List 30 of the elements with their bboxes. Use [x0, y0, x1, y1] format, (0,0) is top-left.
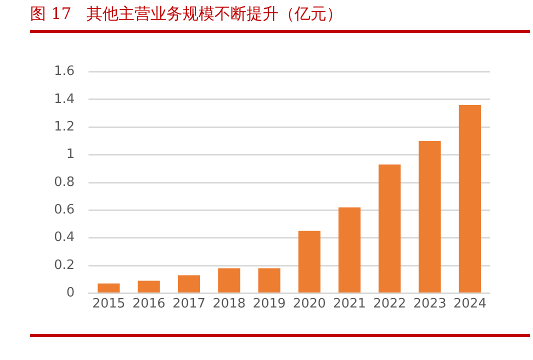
x-tick-label: 2020	[292, 296, 326, 312]
chart-title: 图 17 其他主营业务规模不断提升（亿元）	[30, 4, 530, 33]
y-tick-label: 0.4	[54, 230, 75, 246]
y-tick-label: 0.8	[54, 174, 75, 190]
y-tick-label: 1.2	[54, 120, 75, 135]
x-tick-label: 2024	[453, 296, 486, 312]
x-tick-label: 2015	[92, 296, 126, 312]
bar	[218, 268, 240, 292]
bar	[378, 164, 401, 292]
bar	[178, 275, 200, 292]
y-tick-label: 1.4	[54, 92, 75, 107]
x-tick-label: 2022	[373, 296, 406, 312]
y-tick-label: 1	[66, 147, 75, 162]
bar	[258, 268, 280, 292]
y-tick-label: 1.6	[54, 64, 75, 80]
x-tick-label: 2021	[332, 296, 366, 312]
bar	[338, 207, 361, 292]
bar	[138, 280, 160, 292]
bar	[418, 140, 441, 292]
x-tick-label: 2016	[132, 296, 166, 312]
x-tick-label: 2023	[413, 296, 446, 312]
x-tick-label: 2018	[212, 296, 246, 312]
x-tick-label: 2019	[252, 296, 286, 312]
y-tick-label: 0	[66, 286, 75, 301]
bar	[98, 284, 120, 292]
bar	[458, 105, 481, 292]
bar	[298, 230, 320, 292]
x-tick-label: 2017	[172, 296, 206, 312]
y-tick-label: 0.6	[54, 202, 75, 218]
y-tick-label: 0.2	[54, 258, 75, 273]
